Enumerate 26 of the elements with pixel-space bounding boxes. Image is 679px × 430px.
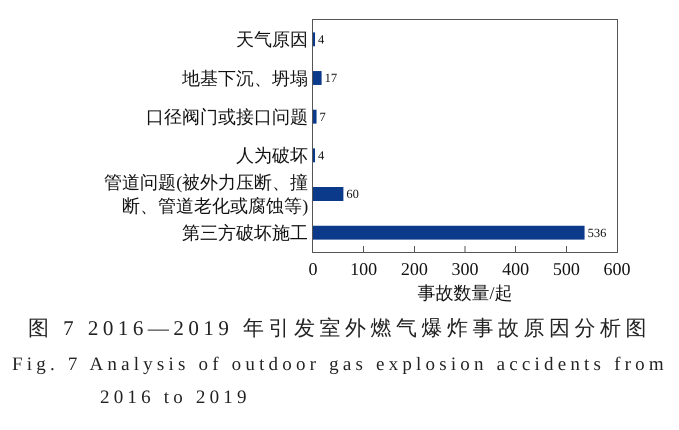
y-tick-label: 人为破坏 [236, 146, 308, 166]
bar [313, 187, 344, 201]
data-label: 4 [318, 32, 326, 47]
bar [313, 71, 322, 85]
caption: 图 7 2016—2019 年引发室外燃气爆炸事故原因分析图 [26, 315, 652, 342]
caption: Fig. 7 Analysis of outdoor gas explosion accidents from 2016 to 2019 [11, 353, 669, 410]
x-tick-label: 300 [452, 258, 478, 279]
data-label: 60 [346, 187, 359, 202]
x-axis-title: 事故数量/起 [417, 282, 513, 303]
data-label: 7 [320, 110, 326, 124]
x-tick-label: 0 [308, 258, 318, 279]
x-tick-label: 500 [552, 258, 580, 279]
data-label: 536 [588, 226, 606, 240]
y-tick-label: 口径阀门或接口问题 [146, 106, 308, 127]
x-tick-label: 200 [400, 258, 428, 279]
bar [313, 110, 317, 124]
data-label: 4 [318, 148, 326, 163]
x-tick-label: 600 [604, 258, 630, 279]
y-tick-label: 第三方破坏施工 [182, 222, 308, 243]
data-label: 17 [324, 71, 338, 86]
x-tick-label: 400 [502, 258, 530, 279]
bar [313, 226, 585, 240]
y-tick-label: 天气原因 [236, 30, 308, 50]
y-tick-label: 管道问题(被外力压断、撞断、管道老化或腐蚀等) [104, 172, 308, 216]
y-tick-label: 地基下沉、坍塌 [181, 68, 308, 88]
x-tick-label: 100 [350, 258, 378, 279]
